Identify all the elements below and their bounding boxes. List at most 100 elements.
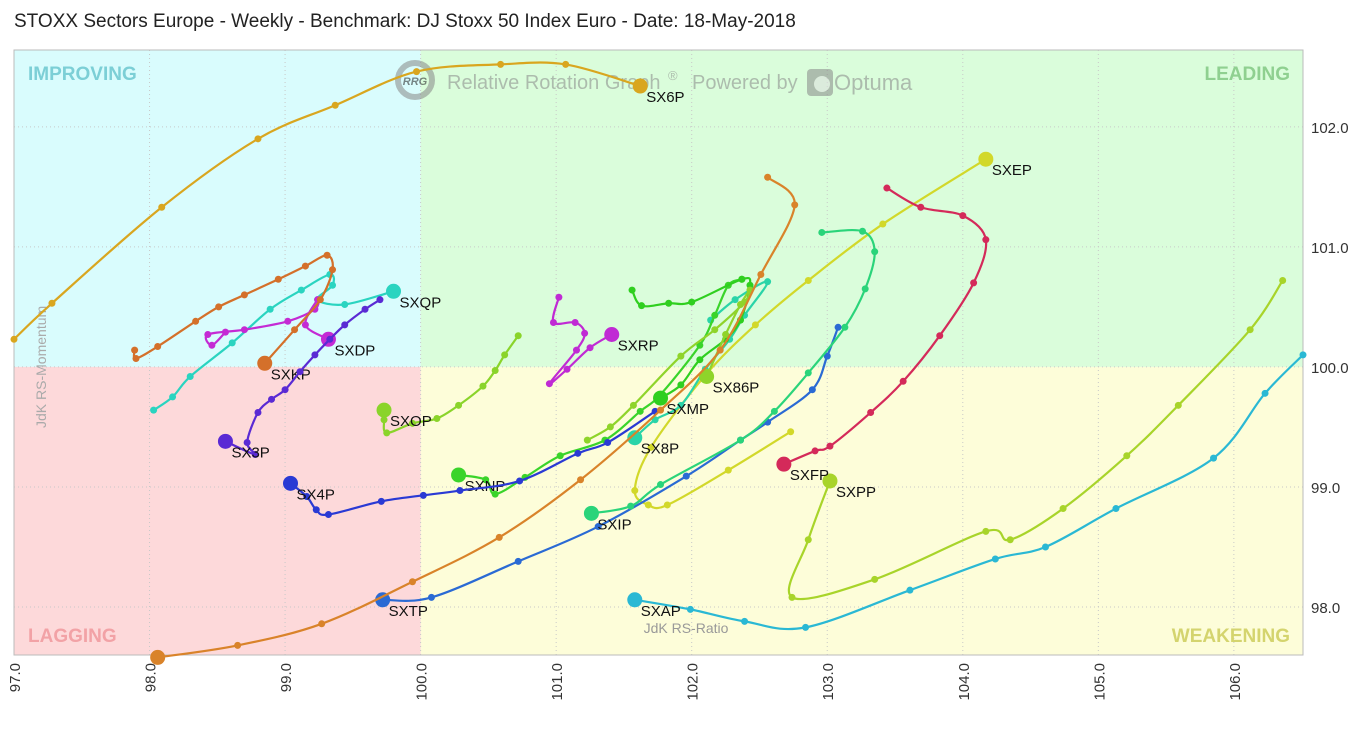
series-point xyxy=(254,409,262,417)
series-point xyxy=(331,101,339,109)
series-label: SXRP xyxy=(618,337,659,354)
series-point xyxy=(549,318,557,326)
series-head-marker xyxy=(604,326,620,342)
series-point xyxy=(284,317,292,325)
quadrant-lagging xyxy=(14,366,421,655)
series-sxrp: SXRP xyxy=(545,293,659,388)
series-point xyxy=(254,135,262,143)
series-point xyxy=(266,305,274,313)
series-point xyxy=(577,476,585,484)
quadrant-improving xyxy=(14,50,421,367)
series-point xyxy=(377,497,385,505)
series-point xyxy=(711,326,719,334)
series-point xyxy=(1210,454,1218,462)
series-point xyxy=(647,443,655,451)
series-point xyxy=(556,452,564,460)
series-label: SX8P xyxy=(641,441,679,458)
x-tick-label: 101.0 xyxy=(549,663,566,701)
series-point xyxy=(724,466,732,474)
series-head-marker xyxy=(699,369,715,385)
series-point xyxy=(738,275,746,283)
series-point xyxy=(716,346,724,354)
series-head-marker xyxy=(375,592,391,608)
series-head-marker xyxy=(283,475,299,491)
series-sxop: SXOP xyxy=(376,332,522,437)
series-head-marker xyxy=(583,505,599,521)
registered-mark: ® xyxy=(668,68,678,83)
series-head-marker xyxy=(376,402,392,418)
series-sx4p: SX4P xyxy=(283,407,659,519)
series-sxfp: SXFP xyxy=(776,184,990,484)
series-point xyxy=(627,502,635,510)
series-point xyxy=(606,423,614,431)
series-point xyxy=(1261,389,1269,397)
series-point xyxy=(737,436,745,444)
series-point xyxy=(959,212,967,220)
series-label: SX86P xyxy=(713,380,760,397)
series-head-marker xyxy=(386,283,402,299)
series-point xyxy=(657,406,665,414)
series-tail-line xyxy=(13,61,641,341)
series-point xyxy=(737,300,745,308)
series-point xyxy=(1279,276,1287,284)
series-point xyxy=(215,303,223,311)
series-point xyxy=(380,416,388,424)
series-point xyxy=(574,449,582,457)
series-point xyxy=(663,501,671,509)
series-head-marker xyxy=(627,430,643,446)
series-point xyxy=(906,586,914,594)
y-tick-label: 99.0 xyxy=(1311,480,1340,497)
series-point xyxy=(383,429,391,437)
series-point xyxy=(982,527,990,535)
series-sxmp: SXMP xyxy=(628,275,754,418)
series-point xyxy=(158,203,166,211)
series-head-marker xyxy=(257,355,273,371)
series-point xyxy=(1246,326,1254,334)
x-tick-label: 103.0 xyxy=(820,663,837,701)
series-head-marker xyxy=(822,473,838,489)
series-point xyxy=(572,346,580,354)
series-point xyxy=(323,251,331,259)
series-label: SXEP xyxy=(992,162,1032,179)
series-point xyxy=(150,406,158,414)
quadrant-label-improving: IMPROVING xyxy=(28,64,137,85)
powered-by-text: Powered by xyxy=(692,72,798,94)
series-point xyxy=(497,60,505,68)
series-point xyxy=(657,481,665,489)
series-point xyxy=(826,442,834,450)
series-point xyxy=(665,299,673,307)
series-point xyxy=(10,335,18,343)
series-point xyxy=(696,341,704,349)
series-head-marker xyxy=(627,592,643,608)
series-point xyxy=(604,439,612,447)
series-point xyxy=(787,428,795,436)
series-point xyxy=(204,330,212,338)
series-point xyxy=(788,593,796,601)
series-point xyxy=(274,275,282,283)
series-point xyxy=(131,346,139,354)
watermark-text: Relative Rotation Graph xyxy=(447,72,660,94)
series-label: SXFP xyxy=(790,467,829,484)
series-point xyxy=(455,401,463,409)
series-label: SXAP xyxy=(641,603,681,620)
series-sxip: SXIP xyxy=(583,227,879,533)
series-point xyxy=(741,617,749,625)
series-point xyxy=(413,68,421,76)
series-point xyxy=(991,555,999,563)
optuma-logo-icon-inner xyxy=(814,76,830,92)
series-point xyxy=(329,281,337,289)
series-point xyxy=(686,605,694,613)
series-point xyxy=(871,248,879,256)
x-axis-title: JdK RS-Ratio xyxy=(644,620,729,636)
series-label: SXMP xyxy=(667,401,710,418)
series-point xyxy=(879,220,887,228)
series-point xyxy=(677,381,685,389)
series-point xyxy=(722,330,730,338)
series-point xyxy=(899,377,907,385)
series-point xyxy=(770,407,778,415)
series-label: SX4P xyxy=(297,486,335,503)
series-sxkp: SXKP xyxy=(131,251,337,383)
series-point xyxy=(427,593,435,601)
series-point xyxy=(583,436,591,444)
